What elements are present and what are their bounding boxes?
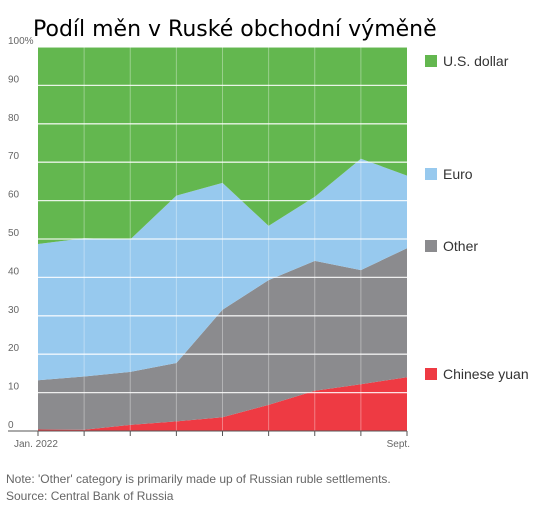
y-tick-label: 70 xyxy=(8,151,20,162)
legend-label-other: Other xyxy=(443,238,478,254)
y-tick-label: 30 xyxy=(8,305,20,316)
grid-lines xyxy=(8,46,407,432)
area-layers xyxy=(38,47,407,431)
chart-title: Podíl měn v Ruské obchodní výměně xyxy=(33,17,437,42)
chart-note: Note: 'Other' category is primarily made… xyxy=(6,472,391,486)
legend-label-u-s-dollar: U.S. dollar xyxy=(443,53,509,69)
y-tick-label: 90 xyxy=(8,74,20,85)
area-u-s-dollar xyxy=(38,47,407,244)
legend-label-chinese-yuan: Chinese yuan xyxy=(443,366,529,382)
y-tick-label: 80 xyxy=(8,113,20,124)
legend-swatch-other xyxy=(425,240,437,252)
legend-label-euro: Euro xyxy=(443,166,473,182)
legend: U.S. dollar Euro Other Chinese yuan xyxy=(425,53,529,382)
x-tick-label: Jan. 2022 xyxy=(14,439,58,450)
x-axis-ticks: Jan. 2022 Sept. xyxy=(14,431,410,450)
y-tick-label: 40 xyxy=(8,266,20,277)
y-tick-label: 100% xyxy=(8,36,34,47)
legend-swatch-chinese-yuan xyxy=(425,368,437,380)
y-tick-label: 20 xyxy=(8,343,20,354)
area-euro xyxy=(38,158,407,381)
legend-swatch-euro xyxy=(425,168,437,180)
x-tick-label: Sept. xyxy=(387,439,410,450)
chart-source: Source: Central Bank of Russia xyxy=(6,489,174,503)
area-chinese-yuan xyxy=(38,377,407,431)
y-axis-ticks: 0 10 20 30 40 50 60 70 80 90 100% xyxy=(8,36,34,431)
y-tick-label: 0 xyxy=(8,420,14,431)
legend-swatch-u-s-dollar xyxy=(425,55,437,67)
y-tick-label: 50 xyxy=(8,228,20,239)
area-other xyxy=(38,248,407,430)
y-tick-label: 10 xyxy=(8,382,20,393)
y-tick-label: 60 xyxy=(8,190,20,201)
